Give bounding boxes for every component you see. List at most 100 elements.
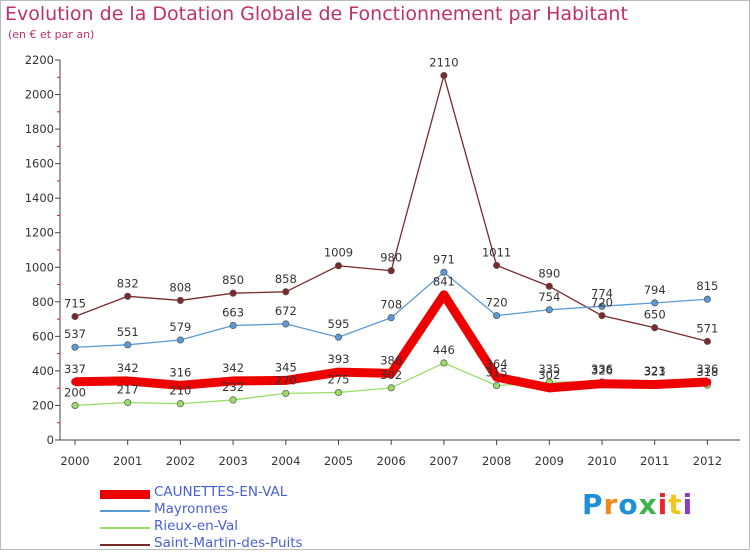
data-label: 270 xyxy=(275,373,297,387)
data-label: 393 xyxy=(328,352,350,366)
x-tick-label: 2004 xyxy=(271,454,300,468)
data-point-rieux-en-val xyxy=(282,389,290,397)
data-point-saint-martin-des-puits xyxy=(493,261,501,269)
data-label: 342 xyxy=(117,361,139,375)
chart-title: Evolution de la Dotation Globale de Fonc… xyxy=(5,3,628,25)
data-point-saint-martin-des-puits xyxy=(387,267,395,275)
data-label: 815 xyxy=(696,279,718,293)
proxiti-logo: Proxiti xyxy=(582,488,693,521)
data-label: 446 xyxy=(433,343,455,357)
data-point-saint-martin-des-puits xyxy=(71,312,79,321)
y-tick-label: 600 xyxy=(32,329,54,343)
data-point-caunettes-en-val xyxy=(440,290,448,299)
logo-letter: r xyxy=(603,488,619,521)
data-point-rieux-en-val xyxy=(493,382,501,390)
y-tick-label: 1400 xyxy=(25,191,54,205)
data-label: 571 xyxy=(696,321,718,335)
data-label: 2110 xyxy=(429,56,458,70)
data-point-caunettes-en-val xyxy=(334,368,343,376)
data-label: 1011 xyxy=(482,245,511,259)
data-point-caunettes-en-val xyxy=(650,380,659,389)
data-label: 832 xyxy=(117,276,139,290)
data-point-caunettes-en-val xyxy=(703,378,712,386)
data-label: 337 xyxy=(64,362,86,376)
data-point-saint-martin-des-puits xyxy=(282,288,290,296)
data-point-saint-martin-des-puits xyxy=(124,292,132,300)
data-label: 650 xyxy=(644,308,666,322)
data-label: 794 xyxy=(644,283,666,297)
data-point-saint-martin-des-puits xyxy=(440,71,448,80)
logo-letter: o xyxy=(618,488,639,521)
data-point-saint-martin-des-puits xyxy=(598,312,606,320)
data-point-mayronnes xyxy=(651,299,659,307)
data-point-saint-martin-des-puits xyxy=(334,262,343,270)
data-point-saint-martin-des-puits xyxy=(229,289,237,297)
data-label: 808 xyxy=(169,280,191,294)
legend-swatch xyxy=(100,527,150,529)
x-tick-label: 2011 xyxy=(640,454,669,468)
legend-swatch xyxy=(100,544,150,546)
data-label: 663 xyxy=(222,305,244,319)
data-label: 302 xyxy=(538,368,560,382)
data-point-caunettes-en-val xyxy=(123,377,132,385)
x-tick-label: 2012 xyxy=(693,454,722,468)
data-point-rieux-en-val xyxy=(387,384,395,392)
data-label: 537 xyxy=(64,327,86,341)
data-label: 1009 xyxy=(324,246,353,260)
data-point-caunettes-en-val xyxy=(176,381,185,390)
data-point-saint-martin-des-puits xyxy=(176,296,184,304)
logo-letter: P xyxy=(582,488,604,521)
x-tick-label: 2005 xyxy=(324,454,353,468)
y-tick-label: 2200 xyxy=(25,53,54,67)
data-point-mayronnes xyxy=(176,336,184,344)
data-point-mayronnes xyxy=(545,306,553,314)
x-tick-label: 2008 xyxy=(482,454,511,468)
data-label: 323 xyxy=(644,364,666,378)
data-point-saint-martin-des-puits xyxy=(703,337,711,345)
data-label: 850 xyxy=(222,273,244,287)
x-tick-label: 2002 xyxy=(166,454,195,468)
y-tick-label: 200 xyxy=(32,398,54,412)
data-label: 754 xyxy=(538,290,560,304)
logo-letter: x xyxy=(638,488,658,521)
data-label: 318 xyxy=(696,365,718,379)
logo-letter: t xyxy=(668,488,683,521)
x-tick-label: 2007 xyxy=(429,454,458,468)
data-label: 672 xyxy=(275,304,297,318)
data-point-rieux-en-val xyxy=(229,396,237,404)
data-label: 336 xyxy=(591,362,613,376)
data-label: 217 xyxy=(117,383,139,397)
data-point-caunettes-en-val xyxy=(387,369,396,378)
data-point-saint-martin-des-puits xyxy=(651,324,659,332)
x-tick-label: 2000 xyxy=(60,454,89,468)
y-tick-label: 1200 xyxy=(25,226,54,240)
y-tick-label: 400 xyxy=(32,364,54,378)
x-tick-label: 2001 xyxy=(113,454,142,468)
data-point-caunettes-en-val xyxy=(598,379,606,388)
data-label: 579 xyxy=(169,320,191,334)
data-label: 315 xyxy=(486,366,508,380)
data-point-mayronnes xyxy=(598,302,606,310)
data-label: 858 xyxy=(275,272,297,286)
x-tick-label: 2003 xyxy=(218,454,247,468)
data-label: 316 xyxy=(169,365,191,379)
data-label: 551 xyxy=(117,325,139,339)
data-label: 364 xyxy=(486,357,508,371)
data-point-caunettes-en-val xyxy=(545,383,554,392)
data-label: 232 xyxy=(222,380,244,394)
logo-letter: i xyxy=(657,488,669,521)
logo-letter: i xyxy=(682,488,694,521)
x-tick-label: 2010 xyxy=(587,454,616,468)
data-label: 326 xyxy=(591,364,613,378)
data-label: 708 xyxy=(380,298,402,312)
legend-swatch xyxy=(100,510,150,512)
data-point-rieux-en-val xyxy=(124,398,132,407)
data-point-mayronnes xyxy=(334,333,343,341)
data-point-mayronnes xyxy=(229,321,237,330)
data-point-rieux-en-val xyxy=(71,401,79,410)
data-point-mayronnes xyxy=(282,320,290,328)
chart-subtitle: (en € et par an) xyxy=(8,28,95,41)
data-label: 890 xyxy=(538,266,560,280)
